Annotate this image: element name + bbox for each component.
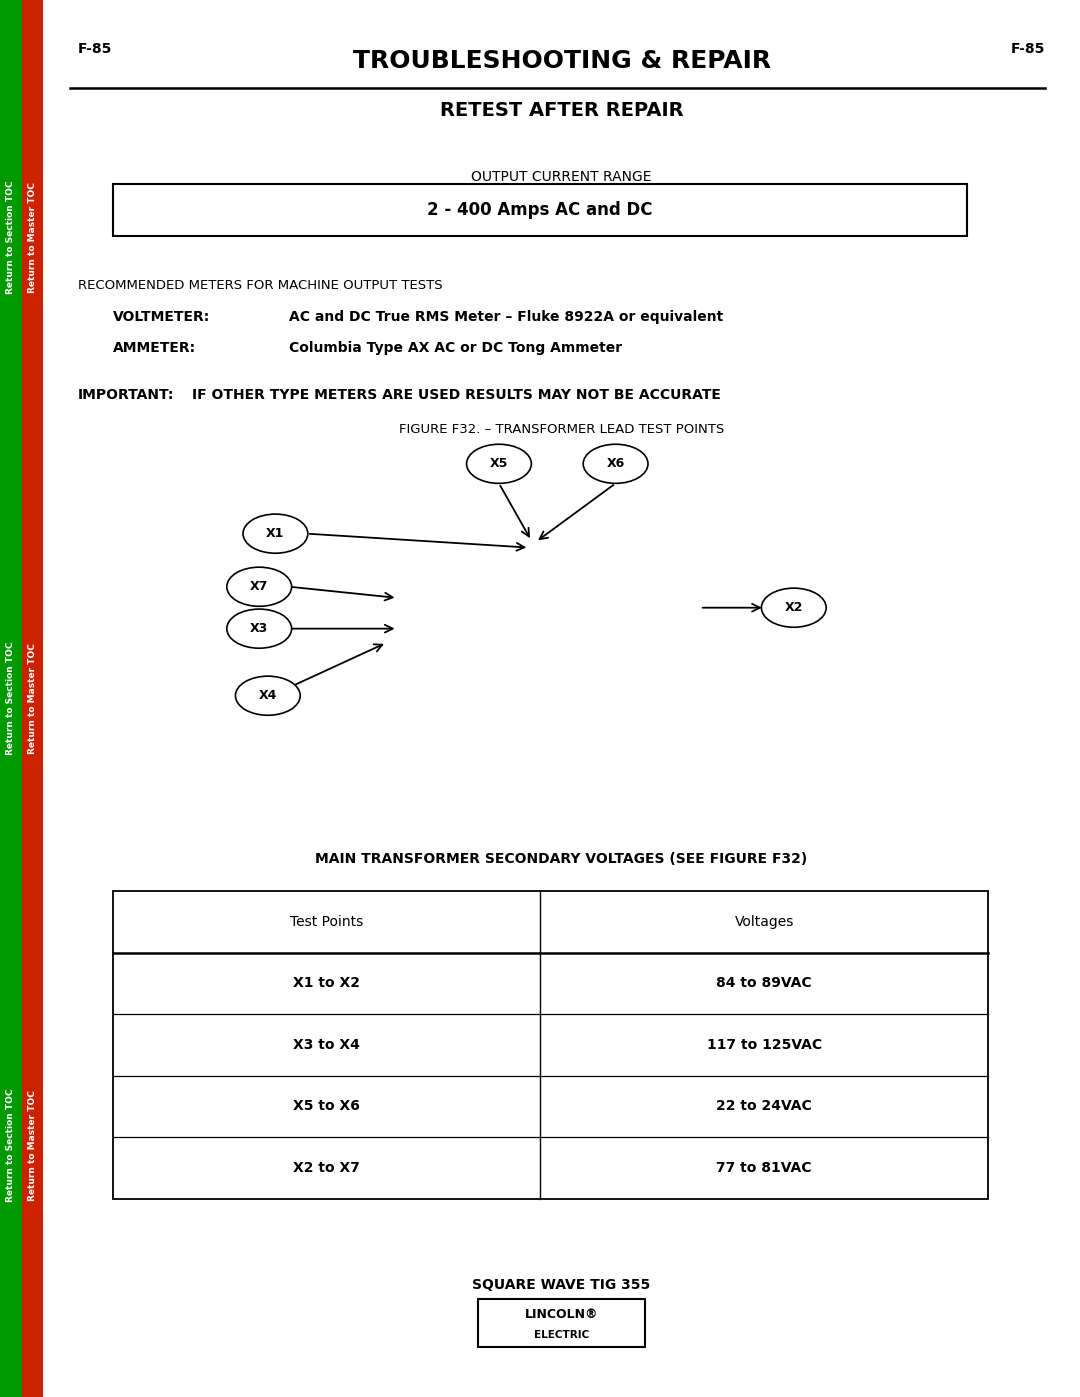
Text: Return to Master TOC: Return to Master TOC: [28, 643, 37, 754]
Text: X3: X3: [251, 622, 268, 636]
Ellipse shape: [583, 444, 648, 483]
Text: X1: X1: [266, 527, 285, 541]
Text: 77 to 81VAC: 77 to 81VAC: [716, 1161, 812, 1175]
Text: X2: X2: [784, 601, 804, 615]
Bar: [0, 0, 22, 1397]
Text: X1 to X2: X1 to X2: [293, 977, 361, 990]
Bar: [477, 1299, 646, 1347]
Text: RECOMMENDED METERS FOR MACHINE OUTPUT TESTS: RECOMMENDED METERS FOR MACHINE OUTPUT TE…: [78, 279, 443, 292]
Text: Return to Master TOC: Return to Master TOC: [28, 1090, 37, 1201]
Text: F-85: F-85: [78, 42, 112, 56]
Text: X5: X5: [489, 457, 509, 471]
Text: Test Points: Test Points: [291, 915, 363, 929]
Text: 22 to 24VAC: 22 to 24VAC: [716, 1099, 812, 1113]
Ellipse shape: [761, 588, 826, 627]
Text: IF OTHER TYPE METERS ARE USED RESULTS MAY NOT BE ACCURATE: IF OTHER TYPE METERS ARE USED RESULTS MA…: [192, 388, 721, 402]
Text: X5 to X6: X5 to X6: [294, 1099, 360, 1113]
Bar: [113, 184, 967, 236]
Text: Columbia Type AX AC or DC Tong Ammeter: Columbia Type AX AC or DC Tong Ammeter: [289, 341, 622, 355]
Bar: [22, 0, 43, 1397]
Text: OUTPUT CURRENT RANGE: OUTPUT CURRENT RANGE: [471, 170, 652, 184]
Ellipse shape: [227, 609, 292, 648]
Text: Return to Section TOC: Return to Section TOC: [6, 180, 15, 295]
Text: Return to Section TOC: Return to Section TOC: [6, 1088, 15, 1203]
Ellipse shape: [467, 444, 531, 483]
Text: MAIN TRANSFORMER SECONDARY VOLTAGES (SEE FIGURE F32): MAIN TRANSFORMER SECONDARY VOLTAGES (SEE…: [315, 852, 808, 866]
Text: ELECTRIC: ELECTRIC: [534, 1330, 590, 1340]
Text: F-85: F-85: [1011, 42, 1045, 56]
Bar: [113, 891, 988, 1199]
Text: AC and DC True RMS Meter – Fluke 8922A or equivalent: AC and DC True RMS Meter – Fluke 8922A o…: [289, 310, 724, 324]
Text: SQUARE WAVE TIG 355: SQUARE WAVE TIG 355: [472, 1278, 651, 1292]
Ellipse shape: [235, 676, 300, 715]
Text: LINCOLN®: LINCOLN®: [525, 1308, 598, 1322]
Ellipse shape: [243, 514, 308, 553]
Text: X4: X4: [258, 689, 278, 703]
Text: AMMETER:: AMMETER:: [113, 341, 197, 355]
Text: X6: X6: [607, 457, 624, 471]
Text: 2 - 400 Amps AC and DC: 2 - 400 Amps AC and DC: [428, 201, 652, 219]
Text: Return to Master TOC: Return to Master TOC: [28, 182, 37, 293]
Text: X3 to X4: X3 to X4: [294, 1038, 360, 1052]
Text: X2 to X7: X2 to X7: [294, 1161, 360, 1175]
Text: IMPORTANT:: IMPORTANT:: [78, 388, 174, 402]
Text: 117 to 125VAC: 117 to 125VAC: [706, 1038, 822, 1052]
Text: Return to Section TOC: Return to Section TOC: [6, 641, 15, 756]
Text: Voltages: Voltages: [734, 915, 794, 929]
Text: RETEST AFTER REPAIR: RETEST AFTER REPAIR: [440, 101, 684, 120]
Ellipse shape: [227, 567, 292, 606]
Text: X7: X7: [249, 580, 269, 594]
Text: TROUBLESHOOTING & REPAIR: TROUBLESHOOTING & REPAIR: [352, 49, 771, 73]
Text: FIGURE F32. – TRANSFORMER LEAD TEST POINTS: FIGURE F32. – TRANSFORMER LEAD TEST POIN…: [399, 423, 725, 436]
Text: VOLTMETER:: VOLTMETER:: [113, 310, 211, 324]
Text: 84 to 89VAC: 84 to 89VAC: [716, 977, 812, 990]
